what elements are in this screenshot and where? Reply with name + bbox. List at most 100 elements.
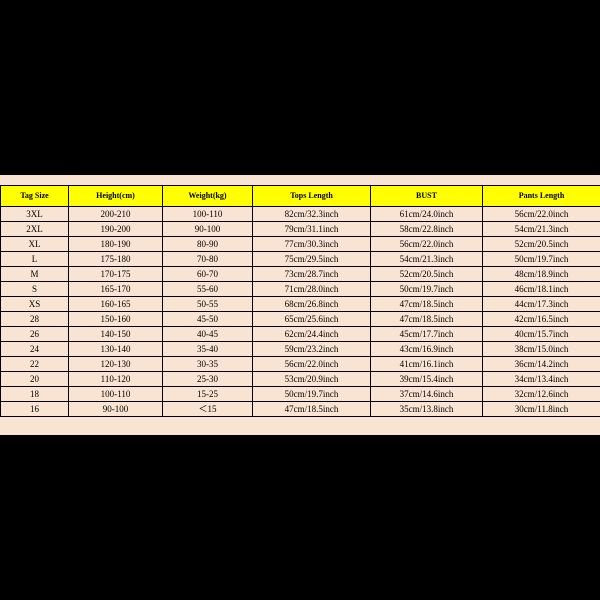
cell: 39cm/15.4inch bbox=[371, 372, 483, 387]
cell: 25-30 bbox=[163, 372, 253, 387]
cell: 45-50 bbox=[163, 312, 253, 327]
cell: 90-100 bbox=[163, 222, 253, 237]
cell: 190-200 bbox=[69, 222, 163, 237]
cell: 110-120 bbox=[69, 372, 163, 387]
cell: 52cm/20.5inch bbox=[483, 237, 600, 252]
cell: 140-150 bbox=[69, 327, 163, 342]
table-row: M170-17560-7073cm/28.7inch52cm/20.5inch4… bbox=[1, 267, 600, 282]
cell: 79cm/31.1inch bbox=[253, 222, 371, 237]
cell: 54cm/21.3inch bbox=[483, 222, 600, 237]
table-row: 26140-15040-4562cm/24.4inch45cm/17.7inch… bbox=[1, 327, 600, 342]
cell: 37cm/14.6inch bbox=[371, 387, 483, 402]
cell: 35cm/13.8inch bbox=[371, 402, 483, 417]
table-row: 2XL190-20090-10079cm/31.1inch58cm/22.8in… bbox=[1, 222, 600, 237]
cell: 170-175 bbox=[69, 267, 163, 282]
cell: 70-80 bbox=[163, 252, 253, 267]
table-row: S165-17055-6071cm/28.0inch50cm/19.7inch4… bbox=[1, 282, 600, 297]
cell: 3XL bbox=[1, 207, 69, 222]
header-row: Tag Size Height(cm) Weight(kg) Tops Leng… bbox=[1, 186, 600, 207]
cell: 44cm/17.3inch bbox=[483, 297, 600, 312]
cell: 62cm/24.4inch bbox=[253, 327, 371, 342]
table-row: 28150-16045-5065cm/25.6inch47cm/18.5inch… bbox=[1, 312, 600, 327]
cell: M bbox=[1, 267, 69, 282]
cell: 30cm/11.8inch bbox=[483, 402, 600, 417]
cell: 80-90 bbox=[163, 237, 253, 252]
cell: 30-35 bbox=[163, 357, 253, 372]
cell: 41cm/16.1inch bbox=[371, 357, 483, 372]
size-chart-table: Tag Size Height(cm) Weight(kg) Tops Leng… bbox=[0, 185, 600, 417]
cell: 61cm/24.0inch bbox=[371, 207, 483, 222]
cell: 73cm/28.7inch bbox=[253, 267, 371, 282]
cell: 65cm/25.6inch bbox=[253, 312, 371, 327]
cell: S bbox=[1, 282, 69, 297]
cell: 150-160 bbox=[69, 312, 163, 327]
cell: 36cm/14.2inch bbox=[483, 357, 600, 372]
col-tops-length: Tops Length bbox=[253, 186, 371, 207]
cell: 22 bbox=[1, 357, 69, 372]
table-row: 20110-12025-3053cm/20.9inch39cm/15.4inch… bbox=[1, 372, 600, 387]
cell: 180-190 bbox=[69, 237, 163, 252]
col-tag-size: Tag Size bbox=[1, 186, 69, 207]
cell: 42cm/16.5inch bbox=[483, 312, 600, 327]
cell: 47cm/18.5inch bbox=[253, 402, 371, 417]
cell: 68cm/26.8inch bbox=[253, 297, 371, 312]
cell: 58cm/22.8inch bbox=[371, 222, 483, 237]
cell: 32cm/12.6inch bbox=[483, 387, 600, 402]
cell: 55-60 bbox=[163, 282, 253, 297]
cell: 15-25 bbox=[163, 387, 253, 402]
col-weight: Weight(kg) bbox=[163, 186, 253, 207]
table-row: XL180-19080-9077cm/30.3inch56cm/22.0inch… bbox=[1, 237, 600, 252]
table-row: 1690-100＜1547cm/18.5inch35cm/13.8inch30c… bbox=[1, 402, 600, 417]
cell: 77cm/30.3inch bbox=[253, 237, 371, 252]
cell: 2XL bbox=[1, 222, 69, 237]
cell: 53cm/20.9inch bbox=[253, 372, 371, 387]
cell: 56cm/22.0inch bbox=[483, 207, 600, 222]
table-row: 24130-14035-4059cm/23.2inch43cm/16.9inch… bbox=[1, 342, 600, 357]
cell: 46cm/18.1inch bbox=[483, 282, 600, 297]
cell: 50cm/19.7inch bbox=[483, 252, 600, 267]
cell: L bbox=[1, 252, 69, 267]
cell: 100-110 bbox=[163, 207, 253, 222]
cell: 56cm/22.0inch bbox=[253, 357, 371, 372]
col-bust: BUST bbox=[371, 186, 483, 207]
table-row: 22120-13030-3556cm/22.0inch41cm/16.1inch… bbox=[1, 357, 600, 372]
cell: 43cm/16.9inch bbox=[371, 342, 483, 357]
cell: 38cm/15.0inch bbox=[483, 342, 600, 357]
cell: 20 bbox=[1, 372, 69, 387]
cell: 71cm/28.0inch bbox=[253, 282, 371, 297]
cell: 52cm/20.5inch bbox=[371, 267, 483, 282]
cell: 82cm/32.3inch bbox=[253, 207, 371, 222]
cell: 130-140 bbox=[69, 342, 163, 357]
col-pants-length: Pants Length bbox=[483, 186, 600, 207]
table-row: XS160-16550-5568cm/26.8inch47cm/18.5inch… bbox=[1, 297, 600, 312]
cell: 60-70 bbox=[163, 267, 253, 282]
cell: 24 bbox=[1, 342, 69, 357]
table-row: 18100-11015-2550cm/19.7inch37cm/14.6inch… bbox=[1, 387, 600, 402]
cell: 47cm/18.5inch bbox=[371, 312, 483, 327]
cell: 35-40 bbox=[163, 342, 253, 357]
cell: 28 bbox=[1, 312, 69, 327]
cell: 100-110 bbox=[69, 387, 163, 402]
col-height: Height(cm) bbox=[69, 186, 163, 207]
cell: XS bbox=[1, 297, 69, 312]
table-row: L175-18070-8075cm/29.5inch54cm/21.3inch5… bbox=[1, 252, 600, 267]
cell: 48cm/18.9inch bbox=[483, 267, 600, 282]
cell: 54cm/21.3inch bbox=[371, 252, 483, 267]
cell: 50-55 bbox=[163, 297, 253, 312]
cell: 18 bbox=[1, 387, 69, 402]
cell: 16 bbox=[1, 402, 69, 417]
size-chart-panel: Tag Size Height(cm) Weight(kg) Tops Leng… bbox=[0, 175, 600, 435]
cell: 34cm/13.4inch bbox=[483, 372, 600, 387]
cell: 40-45 bbox=[163, 327, 253, 342]
cell: 50cm/19.7inch bbox=[253, 387, 371, 402]
cell: 59cm/23.2inch bbox=[253, 342, 371, 357]
cell: 26 bbox=[1, 327, 69, 342]
cell: 165-170 bbox=[69, 282, 163, 297]
cell: 40cm/15.7inch bbox=[483, 327, 600, 342]
cell: 175-180 bbox=[69, 252, 163, 267]
table-row: 3XL200-210100-11082cm/32.3inch61cm/24.0i… bbox=[1, 207, 600, 222]
cell: 47cm/18.5inch bbox=[371, 297, 483, 312]
cell: ＜15 bbox=[163, 402, 253, 417]
cell: 50cm/19.7inch bbox=[371, 282, 483, 297]
cell: XL bbox=[1, 237, 69, 252]
